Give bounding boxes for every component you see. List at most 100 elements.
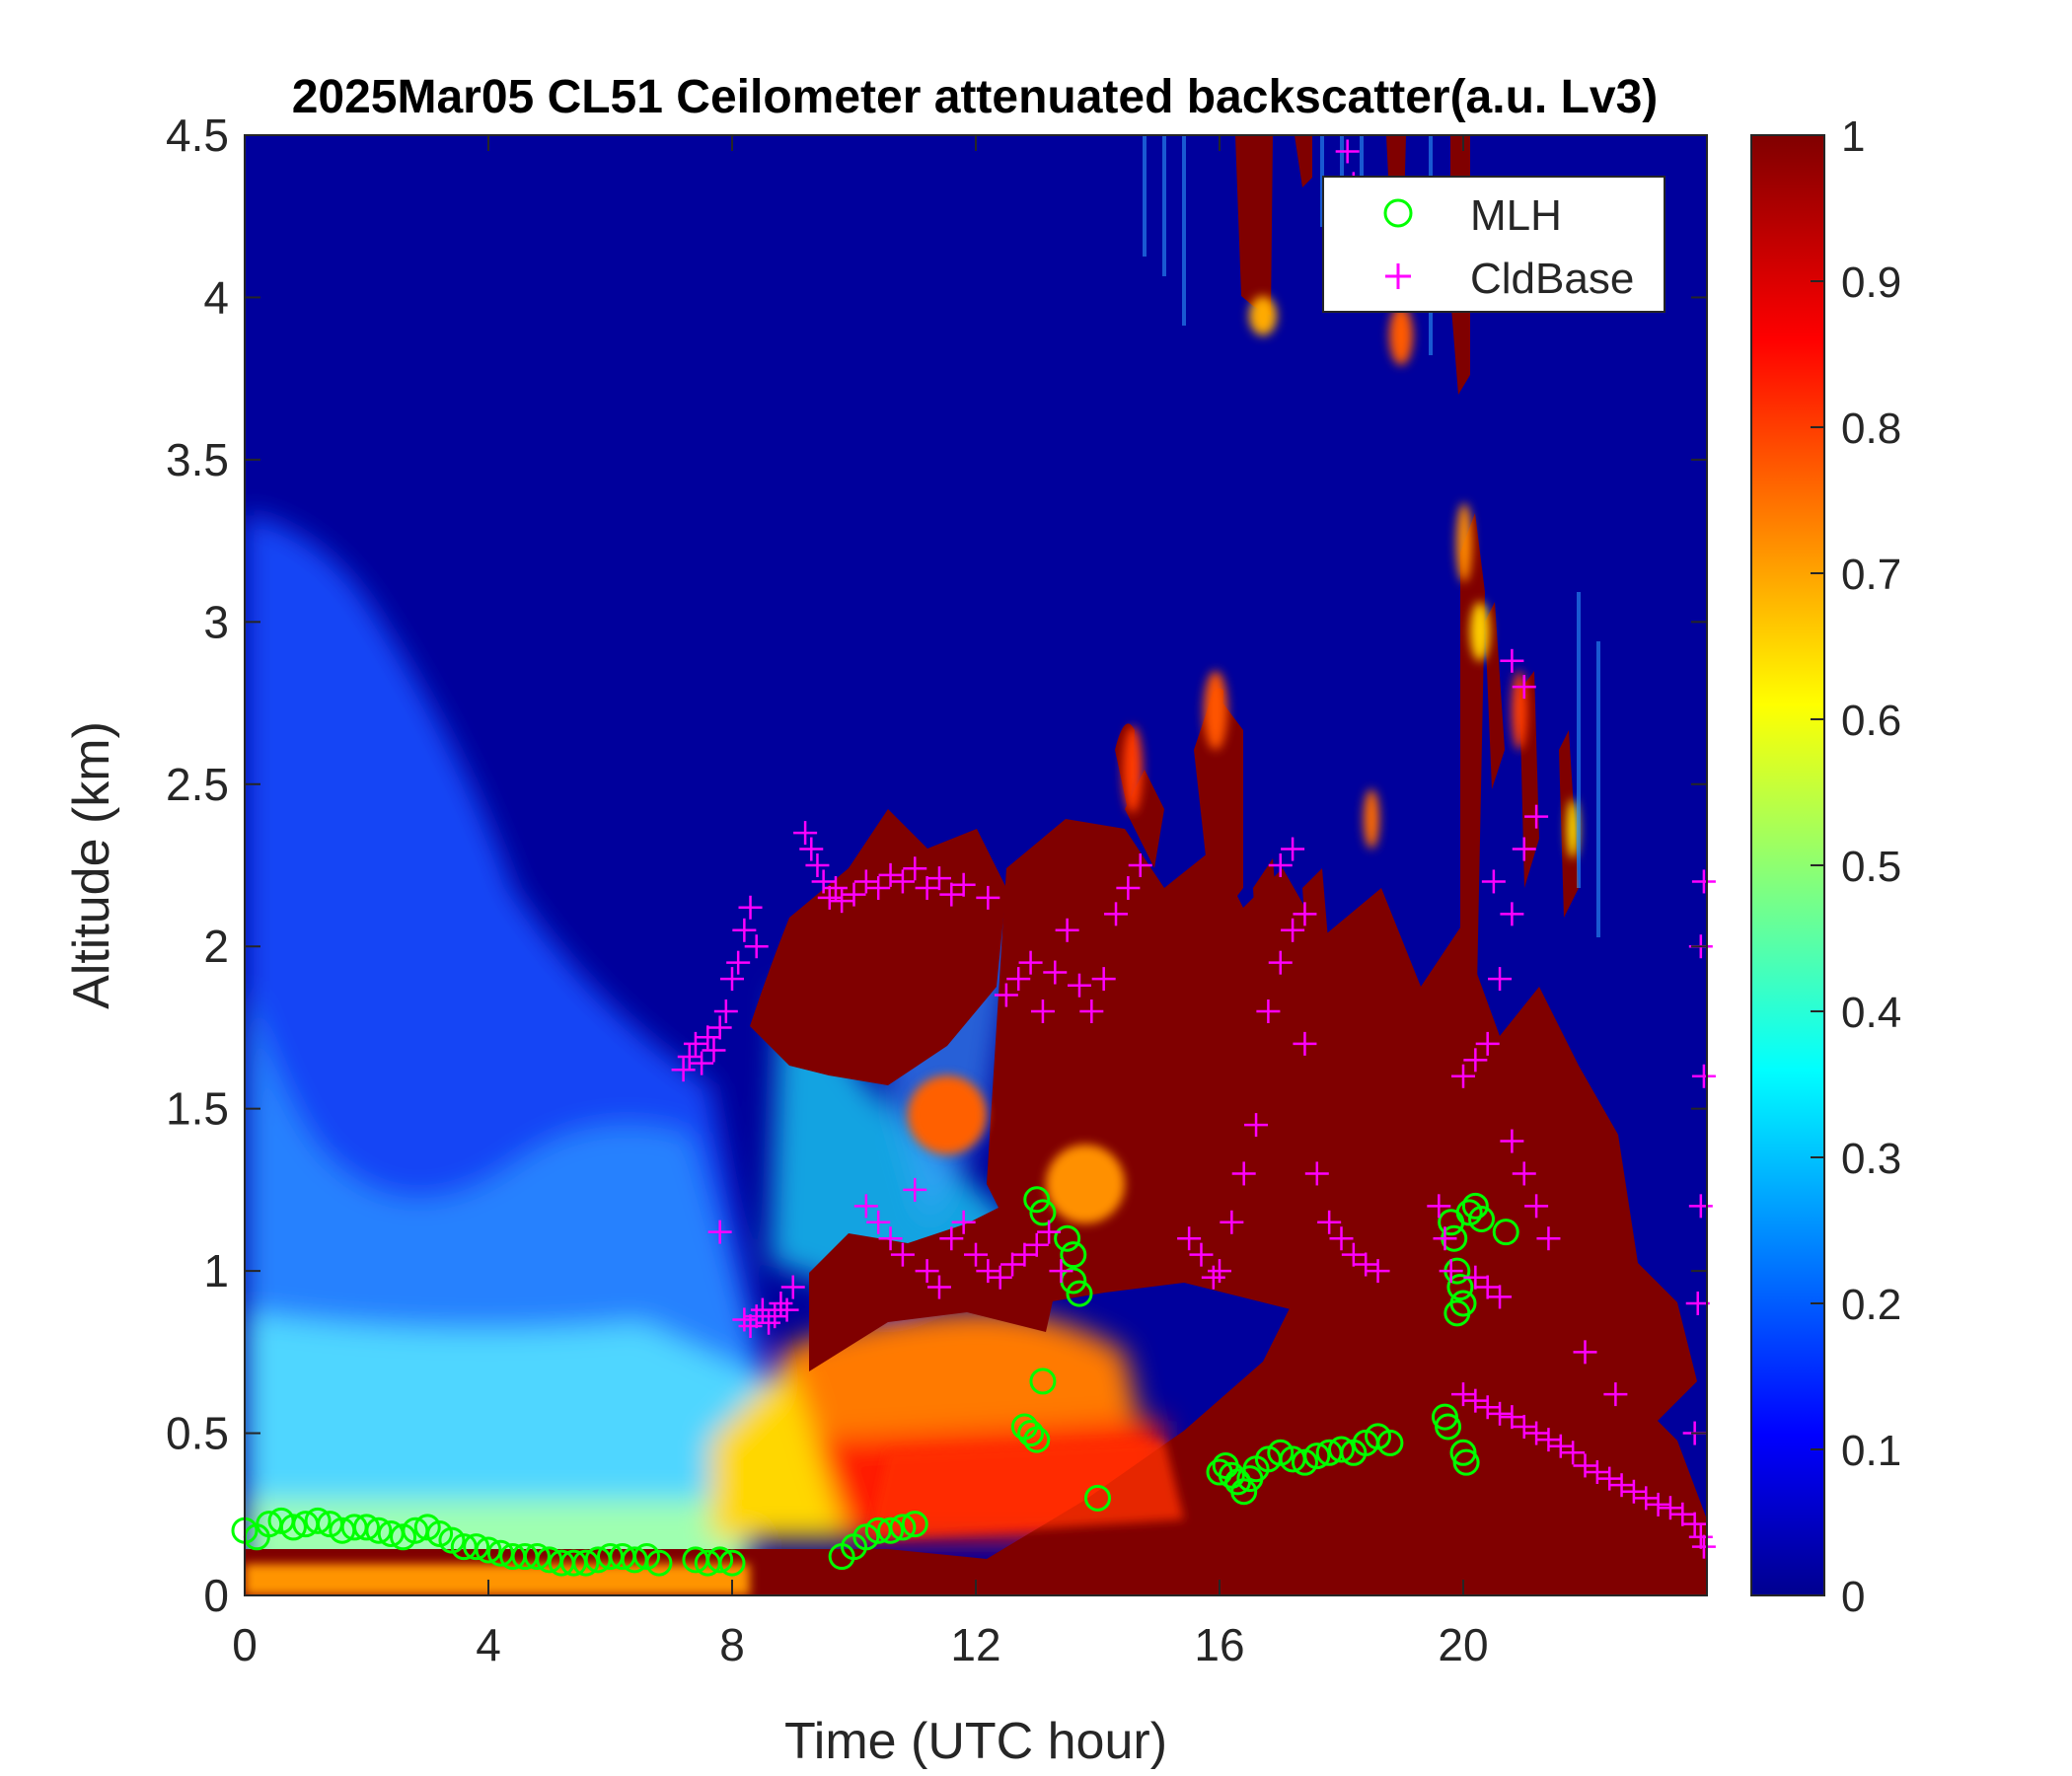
cldbase-point	[1475, 1395, 1500, 1420]
colorbar-tick-label: 0.2	[1841, 1281, 1901, 1329]
y-axis: 0 0.5 1 1.5 2 2.5 3 3.5 4 4.5	[166, 110, 1707, 1621]
cldbase-point	[1463, 1265, 1488, 1290]
cldbase-point	[1049, 1259, 1073, 1284]
cldbase-point	[1573, 1340, 1597, 1365]
cldbase-point	[817, 885, 842, 910]
cldbase-point	[964, 1242, 988, 1267]
cldbase-point	[707, 1220, 732, 1244]
cldbase-point	[878, 1226, 903, 1251]
y-tick-label: 0.5	[166, 1408, 229, 1459]
legend-circle-icon	[1383, 198, 1413, 228]
x-tick-label: 12	[950, 1619, 1000, 1670]
y-tick-label: 2.5	[166, 759, 229, 810]
cldbase-point	[775, 1297, 799, 1322]
mlh-point	[353, 1514, 380, 1541]
cldbase-point	[1475, 1275, 1500, 1299]
cldbase-point	[939, 1226, 964, 1251]
mlh-point	[889, 1514, 917, 1541]
cldbase-point	[750, 1297, 775, 1322]
cldbase-point	[1573, 1453, 1597, 1478]
cldbase-point	[1451, 1064, 1475, 1088]
cldbase-point	[915, 876, 939, 901]
cldbase-point	[1463, 1388, 1488, 1413]
cldbase-point	[1488, 1285, 1513, 1309]
cldbase-point	[1500, 902, 1524, 926]
cldbase-point	[1512, 837, 1536, 861]
cldbase-point	[1500, 648, 1524, 673]
cldbase-point	[939, 882, 964, 907]
cldbase-point	[1524, 1194, 1549, 1219]
mlh-point	[1435, 1413, 1462, 1441]
cldbase-point	[951, 872, 976, 897]
cldbase-point	[1104, 902, 1129, 926]
cldbase-point	[1293, 902, 1317, 926]
cldbase-point	[1488, 1401, 1513, 1426]
cldbase-point	[866, 876, 891, 901]
cldbase-point	[1055, 918, 1079, 942]
cldbase-point	[1037, 1220, 1062, 1244]
colorbar-tick-label: 0.3	[1841, 1135, 1901, 1183]
mlh-point	[1446, 1274, 1474, 1301]
mlh-point	[706, 1546, 734, 1574]
colorbar-tick-label: 0.9	[1841, 259, 1901, 307]
cldbase-point	[1512, 675, 1536, 700]
cldbase-point	[1304, 1161, 1329, 1186]
cldbase-point	[853, 1194, 878, 1219]
cldbase-point	[738, 895, 763, 920]
cldbase-point	[1512, 1414, 1536, 1439]
cldbase-point	[1451, 1382, 1475, 1407]
cldbase-point	[1000, 1252, 1025, 1277]
cldbase-point	[1688, 1524, 1713, 1549]
cldbase-point	[1012, 1242, 1037, 1267]
cldbase-point	[1366, 1259, 1390, 1284]
cldbase-point	[1548, 1434, 1573, 1458]
x-tick-label: 16	[1194, 1619, 1244, 1670]
cldbase-point	[793, 821, 818, 846]
y-axis-label: Altitude (km)	[63, 721, 120, 1009]
cldbase-point	[1682, 1512, 1707, 1536]
mlh-point	[1230, 1478, 1258, 1506]
legend: MLH CldBase	[1322, 176, 1665, 313]
cldbase-point	[1691, 1064, 1716, 1088]
mlh-point	[1066, 1280, 1093, 1307]
colorbar-tick-label: 0.1	[1841, 1427, 1901, 1475]
cldbase-point	[903, 856, 927, 881]
y-tick-label: 3	[203, 596, 229, 647]
cldbase-point	[757, 1310, 781, 1335]
mlh-point	[1328, 1436, 1355, 1463]
colorbar-tick-label: 0.7	[1841, 551, 1901, 599]
cldbase-point	[1685, 1292, 1710, 1315]
cldbase-point	[853, 869, 878, 894]
mlh-point	[1461, 1192, 1489, 1220]
cldbase-point	[926, 866, 951, 891]
mlh-point	[1023, 1426, 1051, 1453]
cldbase-point	[713, 999, 738, 1023]
cldbase-point	[830, 889, 854, 914]
cldbase-point	[1524, 1421, 1549, 1445]
mlh-point	[1023, 1186, 1051, 1214]
cldbase-point	[1658, 1496, 1682, 1520]
cldbase-point	[1427, 1194, 1451, 1219]
cldbase-point	[1067, 973, 1091, 998]
x-tick-label: 4	[476, 1619, 501, 1670]
colorbar-tick-label: 0.8	[1841, 405, 1901, 453]
cldbase-point	[707, 1015, 732, 1040]
cldbase-point	[1481, 869, 1506, 894]
cldbase-point	[1128, 853, 1152, 877]
cldbase-point	[671, 1058, 696, 1082]
y-tick-label: 1	[203, 1245, 229, 1296]
cldbase-point	[683, 1031, 707, 1056]
cldbase-point	[1293, 1031, 1317, 1056]
colorbar-tick-label: 0.5	[1841, 843, 1901, 891]
cldbase-point	[1691, 869, 1716, 894]
y-tick-label: 3.5	[166, 434, 229, 485]
cldbase-point	[1317, 1210, 1342, 1234]
cldbase-point	[1634, 1486, 1659, 1511]
chart-title: 2025Mar05 CL51 Ceilometer attenuated bac…	[292, 71, 1659, 123]
cldbase-point	[799, 837, 824, 861]
cldbase-point	[915, 1259, 939, 1284]
cldbase-point	[696, 1025, 720, 1050]
mlh-point	[1060, 1241, 1087, 1269]
cldbase-point	[976, 1259, 1000, 1284]
